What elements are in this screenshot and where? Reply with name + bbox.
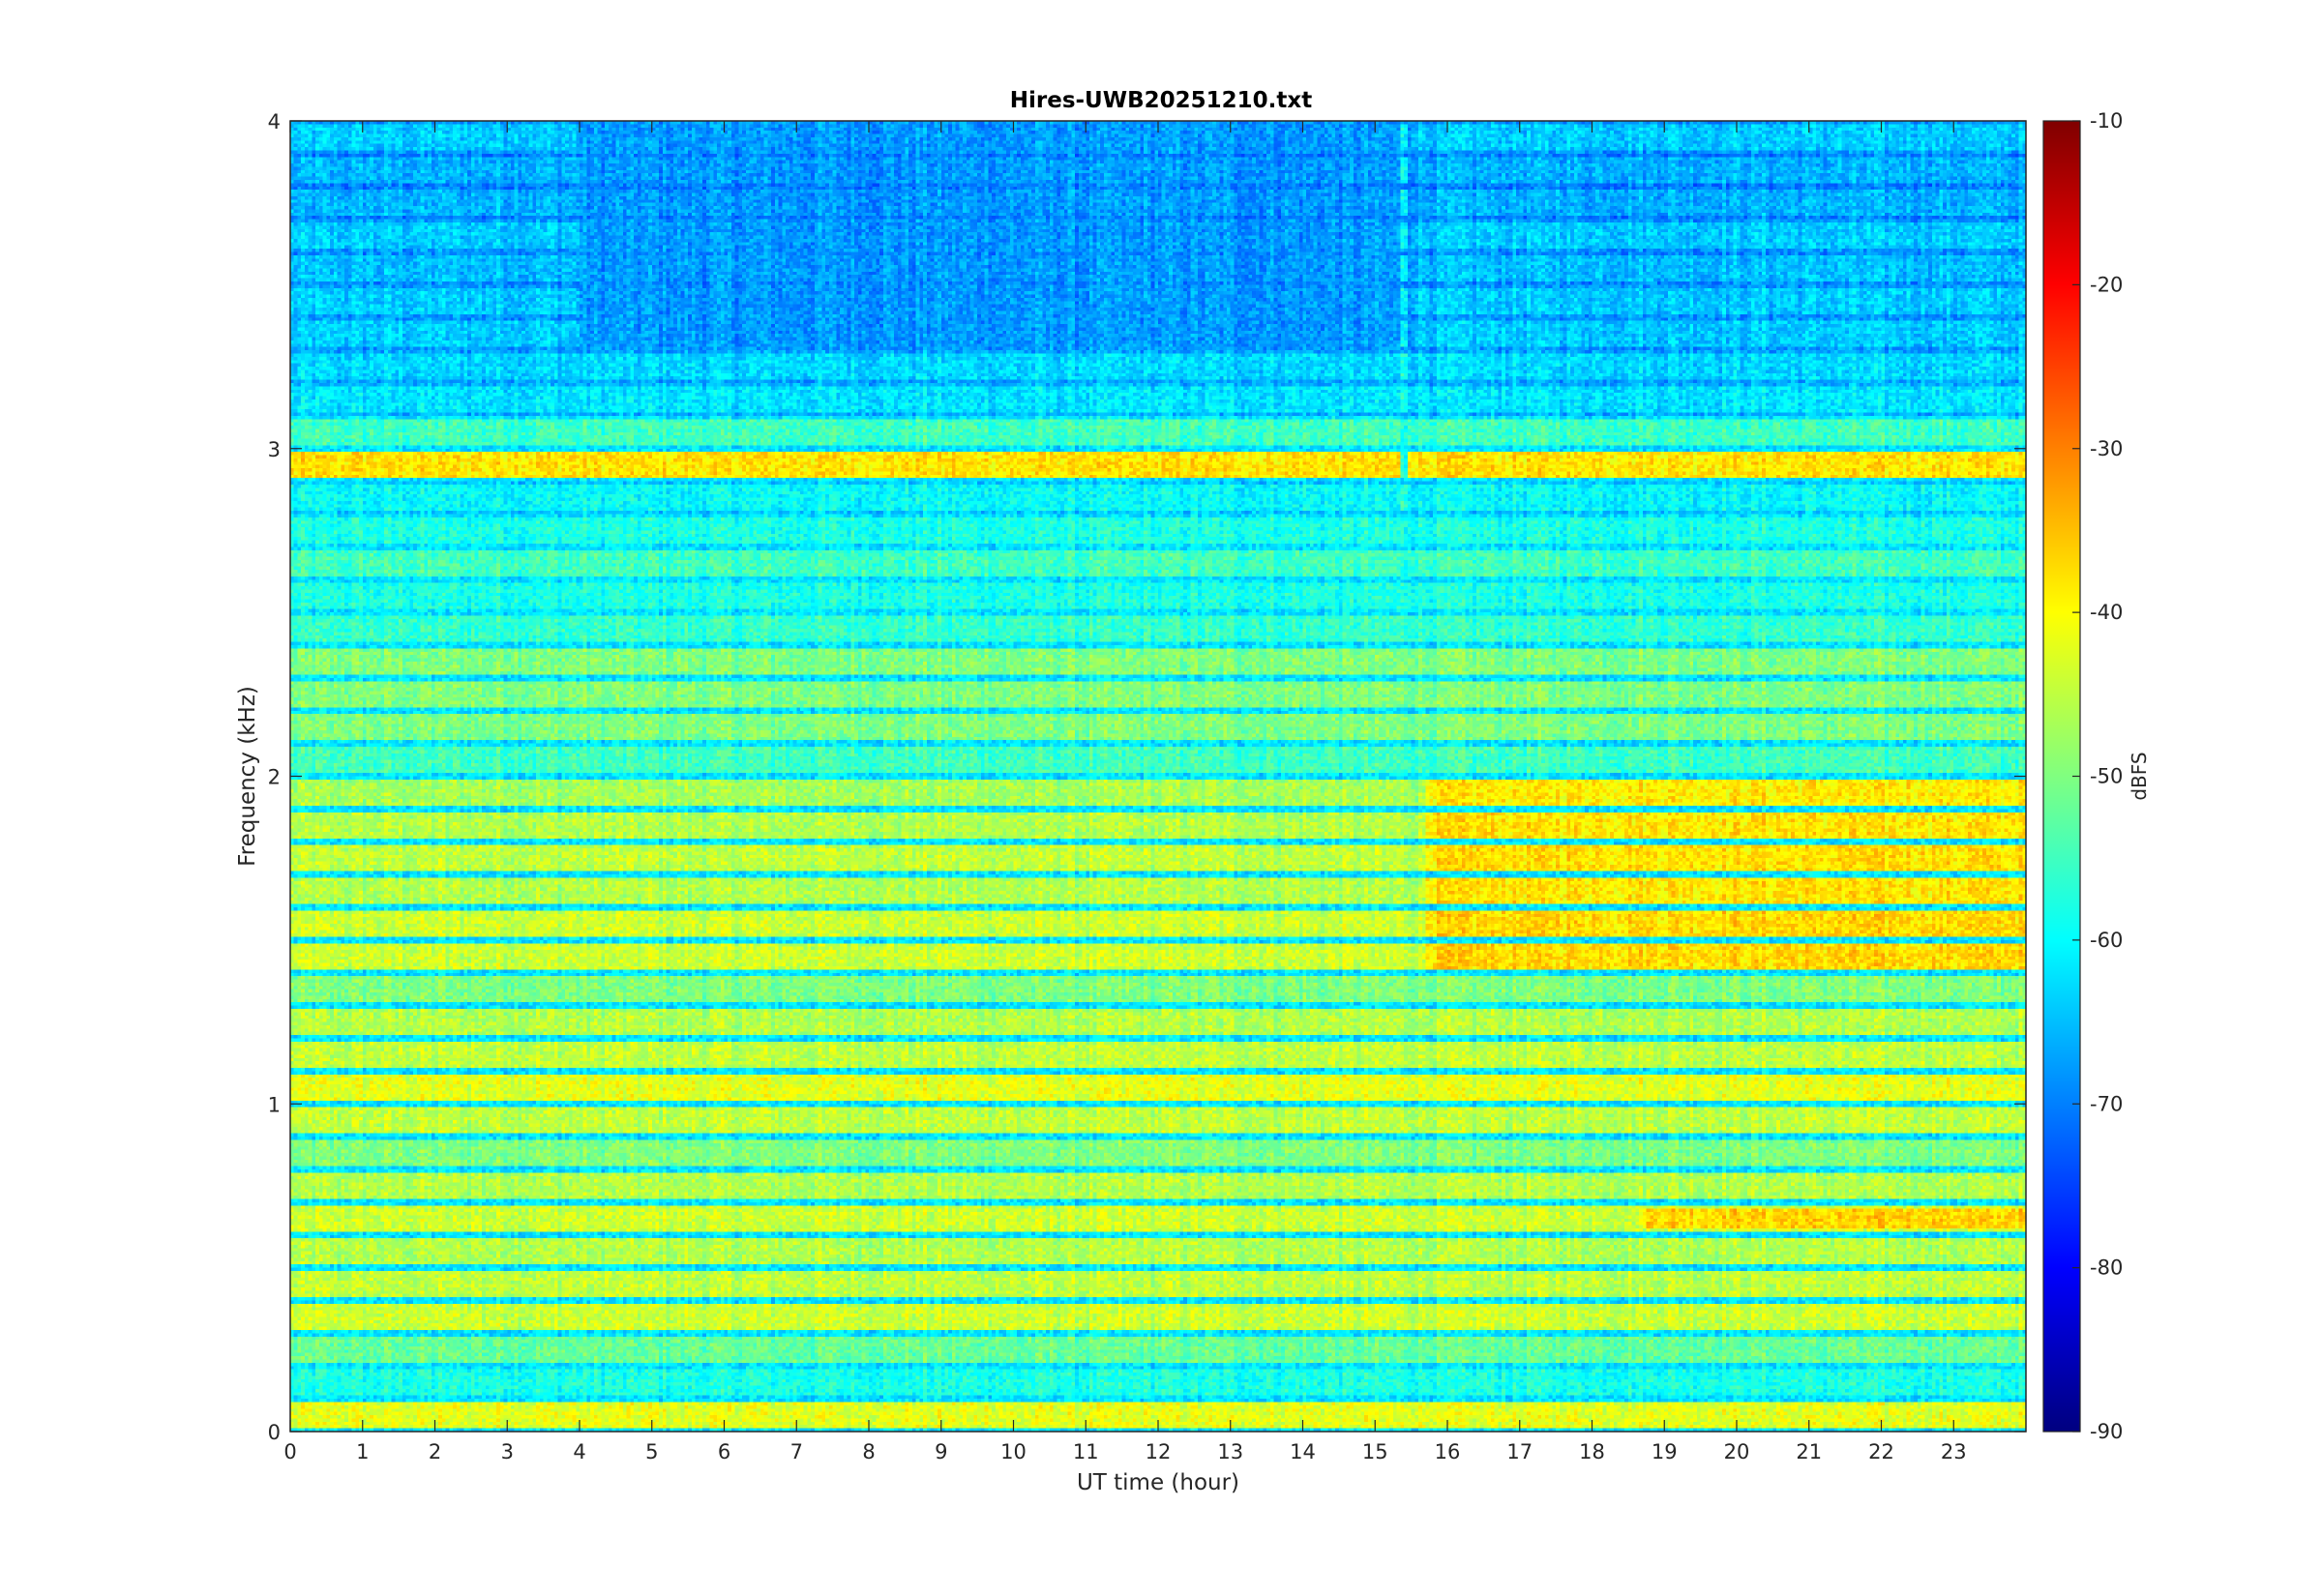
y-tick-label: 3 (268, 438, 281, 461)
spectrogram-heatmap (290, 121, 2026, 1432)
x-tick-label: 2 (429, 1440, 441, 1463)
colorbar-tick-label: -70 (2090, 1092, 2123, 1115)
x-tick-label: 17 (1506, 1440, 1533, 1463)
colorbar-tick-label: -90 (2090, 1420, 2123, 1443)
x-tick-label: 16 (1435, 1440, 1461, 1463)
x-tick-label: 23 (1941, 1440, 1967, 1463)
colorbar-tick-label: -30 (2090, 437, 2123, 460)
x-tick-label: 22 (1868, 1440, 1894, 1463)
chart-title: Hires-UWB20251210.txt (1010, 88, 1312, 113)
x-tick-label: 19 (1652, 1440, 1678, 1463)
x-tick-label: 12 (1146, 1440, 1172, 1463)
x-axis: 0 1 2 3 4 5 6 7 8 9 10 11 12 13 14 15 16 17 18 19 20 21 22 23 (283, 121, 1967, 1463)
x-tick-label: 9 (935, 1440, 947, 1463)
colorbar-tick-label: -10 (2090, 109, 2123, 133)
y-tick-label: 1 (268, 1093, 281, 1116)
x-tick-label: 10 (1000, 1440, 1027, 1463)
y-axis: 0 1 2 3 4 (268, 110, 2026, 1444)
colorbar-tick-label: -80 (2090, 1256, 2123, 1280)
x-tick-label: 3 (501, 1440, 514, 1463)
x-tick-label: 8 (862, 1440, 875, 1463)
x-axis-label: UT time (hour) (1077, 1470, 1239, 1495)
x-tick-label: 11 (1073, 1440, 1099, 1463)
x-tick-label: 5 (645, 1440, 658, 1463)
x-tick-label: 18 (1579, 1440, 1605, 1463)
colorbar-ticks: -90 -80 -70 -60 -50 -40 -30 -20 -10 (2072, 109, 2123, 1443)
y-tick-label: 2 (268, 766, 281, 789)
x-tick-label: 0 (283, 1440, 296, 1463)
x-tick-label: 14 (1290, 1440, 1316, 1463)
colorbar: -90 -80 -70 -60 -50 -40 -30 -20 -10 dBFS (2042, 109, 2151, 1443)
colorbar-tick-label: -50 (2090, 765, 2123, 788)
colorbar-tick-label: -60 (2090, 929, 2123, 952)
x-tick-label: 15 (1362, 1440, 1388, 1463)
x-tick-label: 7 (790, 1440, 803, 1463)
x-tick-label: 1 (356, 1440, 369, 1463)
x-tick-label: 13 (1217, 1440, 1243, 1463)
x-tick-label: 6 (718, 1440, 730, 1463)
colorbar-tick-label: -40 (2090, 601, 2123, 624)
y-tick-label: 0 (268, 1421, 281, 1444)
y-tick-label: 4 (268, 110, 281, 133)
plot-area (289, 120, 2027, 1433)
x-tick-label: 21 (1796, 1440, 1822, 1463)
x-tick-label: 20 (1724, 1440, 1750, 1463)
x-tick-label: 4 (573, 1440, 585, 1463)
colorbar-tick-label: -20 (2090, 273, 2123, 296)
y-axis-label: Frequency (kHz) (235, 686, 260, 867)
colorbar-label: dBFS (2128, 752, 2151, 800)
